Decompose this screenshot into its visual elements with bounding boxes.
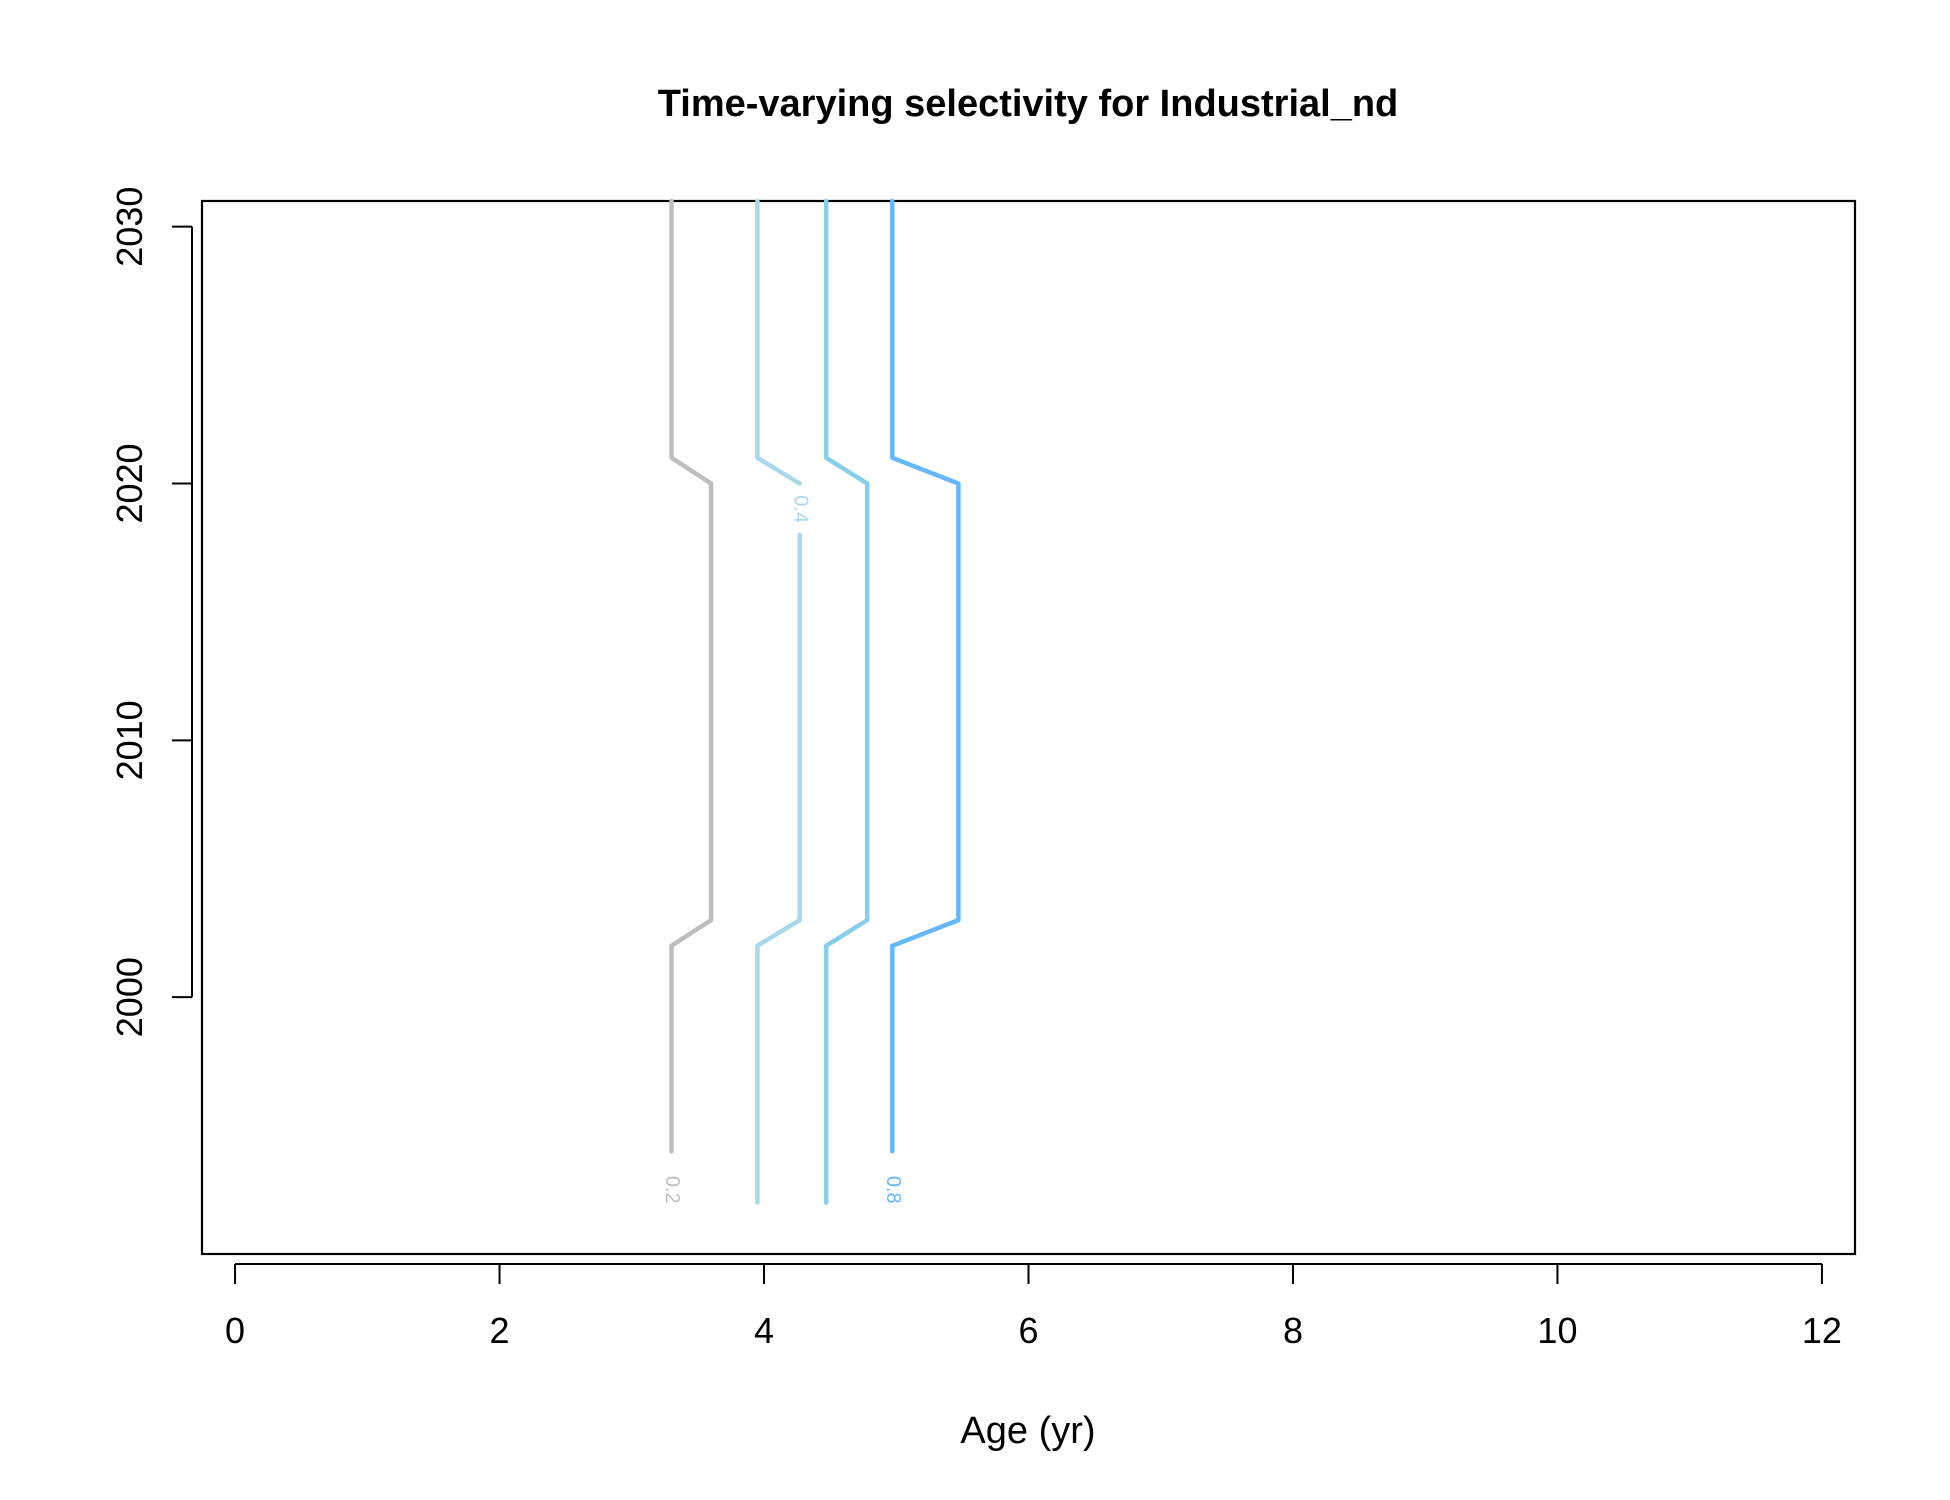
x-tick-label: 0 [225, 1310, 245, 1351]
contour-line [755, 532, 802, 1205]
plot-frame [200, 199, 1857, 1256]
contour-line [755, 198, 802, 486]
y-axis: 2000 2010 2020 2030 [109, 187, 193, 1037]
x-axis-label: Age (yr) [960, 1410, 1095, 1452]
contour-level-0.6 [823, 198, 870, 1205]
x-tick-label: 2 [490, 1310, 510, 1351]
y-tick-label: 2000 [109, 957, 150, 1037]
x-tick-label: 10 [1537, 1310, 1577, 1351]
chart-title: Time-varying selectivity for Industrial_… [658, 83, 1399, 125]
contour-line [890, 198, 961, 1154]
contour-label: 0.2 [661, 1176, 683, 1204]
x-tick-label: 4 [754, 1310, 774, 1351]
contour-level-0.2: 0.2 [661, 198, 714, 1204]
y-tick-label: 2020 [109, 443, 150, 523]
contour-label: 0.4 [789, 495, 811, 523]
contour-line [823, 198, 870, 1205]
x-tick-label: 8 [1283, 1310, 1303, 1351]
contour-lines: 0.2 0.4 0.8 [661, 198, 961, 1205]
contour-label: 0.8 [882, 1176, 904, 1204]
x-tick-label: 6 [1018, 1310, 1038, 1351]
y-tick-label: 2030 [109, 187, 150, 267]
contour-level-0.4: 0.4 [755, 198, 811, 1205]
contour-level-0.8: 0.8 [882, 198, 961, 1204]
y-tick-label: 2010 [109, 700, 150, 780]
x-tick-label: 12 [1802, 1310, 1842, 1351]
x-axis: 0 2 4 6 8 10 12 [225, 1263, 1842, 1351]
contour-line [669, 198, 714, 1154]
